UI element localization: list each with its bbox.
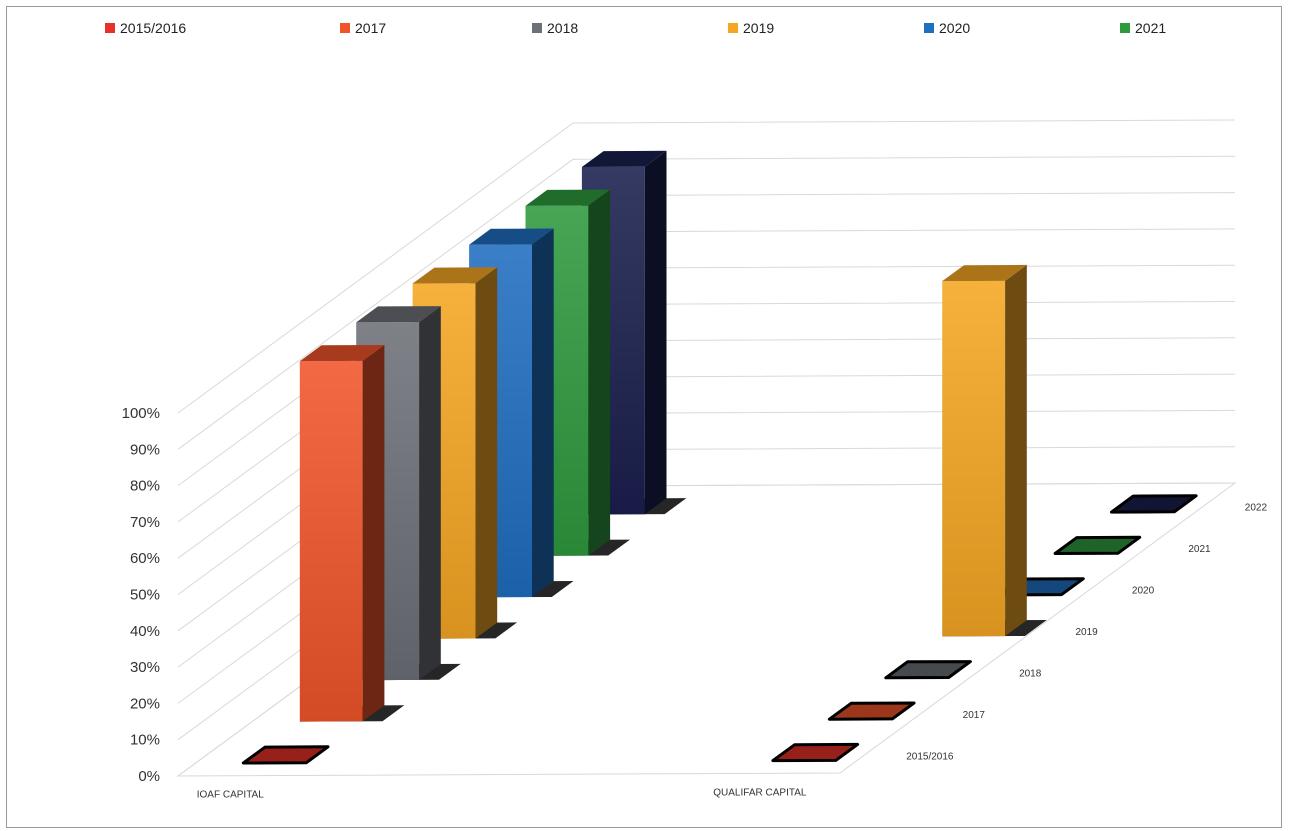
bar-top [525, 189, 611, 206]
category-label: QUALIFAR CAPITAL [713, 787, 807, 798]
depth-label: 2017 [963, 710, 986, 721]
depth-label: 2015/2016 [906, 751, 954, 762]
bar-side [475, 267, 498, 639]
y-tick-label: 0% [138, 768, 160, 785]
bar [1110, 494, 1198, 514]
y-tick-label: 40% [130, 623, 160, 640]
y-tick-label: 80% [130, 478, 160, 495]
bar-front [299, 360, 363, 722]
depth-label: 2018 [1019, 668, 1042, 679]
legend-label: 2021 [1135, 20, 1167, 36]
bar-base [241, 745, 330, 765]
bar [884, 660, 972, 680]
bar-side [362, 345, 385, 722]
y-tick-label: 90% [130, 441, 160, 458]
y-tick-label: 50% [130, 587, 160, 604]
category-label: IOAF CAPITAL [197, 790, 264, 801]
bar-top [581, 150, 667, 167]
legend-item: 2020 [924, 20, 970, 36]
bar-side [588, 189, 611, 556]
bar-side [644, 150, 667, 515]
bar [241, 745, 330, 765]
bar-base [827, 701, 916, 721]
y-tick-label: 20% [130, 695, 160, 712]
bar-base [1110, 494, 1198, 514]
legend-item: 2018 [532, 20, 578, 36]
legend-label: 2017 [355, 20, 387, 36]
legend-item: 2015/2016 [105, 20, 186, 36]
legend-swatch [728, 23, 738, 33]
y-tick-label: 30% [130, 659, 160, 676]
depth-label: 2019 [1076, 627, 1099, 638]
bar-top [299, 345, 385, 362]
depth-label: 2022 [1245, 503, 1268, 514]
y-tick-label: 100% [122, 405, 160, 422]
bar-top [412, 267, 498, 284]
legend-label: 2018 [547, 20, 579, 36]
bar-side [1005, 264, 1027, 637]
bar-base [771, 742, 860, 763]
bar [827, 701, 916, 721]
legend-swatch [532, 23, 542, 33]
legend-label: 2015/2016 [120, 20, 187, 36]
bar-base [884, 660, 972, 680]
legend-swatch [1120, 23, 1130, 33]
bar-top [356, 306, 441, 323]
bar [299, 345, 405, 722]
bar [942, 264, 1047, 637]
legend-label: 2019 [743, 20, 775, 36]
gridline [177, 119, 1236, 414]
legend-swatch [924, 23, 934, 33]
y-tick-label: 70% [130, 514, 160, 531]
legend-item: 2021 [1120, 20, 1166, 36]
legend-item: 2017 [340, 20, 386, 36]
bar [1053, 535, 1142, 555]
gridline [177, 155, 1236, 450]
y-tick-label: 60% [130, 550, 160, 567]
depth-label: 2021 [1188, 544, 1211, 555]
depth-label: 2020 [1132, 586, 1155, 597]
bar-top [469, 228, 554, 245]
bar-front [942, 280, 1006, 637]
y-tick-label: 10% [130, 732, 160, 749]
legend-item: 2019 [728, 20, 774, 36]
bar-side [419, 306, 441, 680]
legend-swatch [105, 23, 115, 33]
legend-label: 2020 [939, 20, 971, 36]
legend-swatch [340, 23, 350, 33]
bar [771, 742, 860, 763]
bar-base [1053, 535, 1142, 555]
bar-side [532, 228, 554, 597]
chart-legend: 2015/2016 2017 2018 2019 2020 2021 [0, 20, 1290, 50]
bar-top [942, 264, 1027, 282]
